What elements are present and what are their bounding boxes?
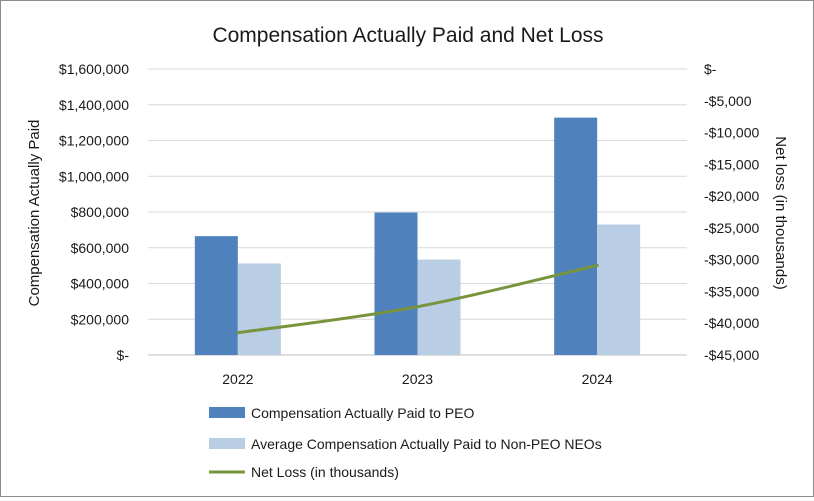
legend-swatch-non-peo <box>209 438 245 449</box>
right-tick-label: -$45,000 <box>704 347 759 363</box>
left-tick-label: $600,000 <box>71 240 130 256</box>
left-tick-label: $- <box>117 347 130 363</box>
right-tick-label: -$15,000 <box>704 156 759 172</box>
bar-non-peo <box>417 259 461 355</box>
x-tick-label: 2024 <box>582 371 613 387</box>
right-tick-label: $- <box>704 61 717 77</box>
x-axis-ticks: 2022 2023 2024 <box>222 371 613 387</box>
left-tick-label: $1,600,000 <box>59 61 129 77</box>
left-tick-label: $400,000 <box>71 276 130 292</box>
net-loss-line <box>236 263 599 335</box>
right-tick-label: -$5,000 <box>704 93 752 109</box>
right-tick-label: -$40,000 <box>704 315 759 331</box>
legend: Compensation Actually Paid to PEO Average… <box>209 405 602 480</box>
left-tick-label: $1,400,000 <box>59 97 129 113</box>
right-tick-label: -$20,000 <box>704 188 759 204</box>
chart-title: Compensation Actually Paid and Net Loss <box>212 24 603 47</box>
left-tick-label: $1,200,000 <box>59 133 129 149</box>
bar-non-peo <box>237 263 281 355</box>
left-axis-label: Compensation Actually Paid <box>26 120 43 307</box>
legend-label: Average Compensation Actually Paid to No… <box>251 436 602 452</box>
legend-label: Net Loss (in thousands) <box>251 464 399 480</box>
legend-swatch-peo <box>209 407 245 418</box>
left-tick-label: $1,000,000 <box>59 168 129 184</box>
right-tick-label: -$35,000 <box>704 283 759 299</box>
right-axis-label: Net loss (in thousands) <box>772 136 789 289</box>
right-axis-ticks: $- -$5,000 -$10,000 -$15,000 -$20,000 -$25,00… <box>704 61 759 363</box>
right-tick-label: -$25,000 <box>704 220 759 236</box>
left-axis-ticks: $- $200,000 $400,000 $600,000 $800,000 $1,000… <box>59 61 129 363</box>
net-loss-line-group <box>236 263 599 335</box>
legend-label: Compensation Actually Paid to PEO <box>251 405 474 421</box>
bar-non-peo <box>597 224 641 355</box>
bar-peo <box>374 212 418 355</box>
right-tick-label: -$10,000 <box>704 125 759 141</box>
x-tick-label: 2023 <box>402 371 433 387</box>
bars <box>194 117 641 356</box>
x-tick-label: 2022 <box>222 371 253 387</box>
bar-peo <box>194 236 238 355</box>
bar-peo <box>554 117 598 356</box>
left-tick-label: $800,000 <box>71 204 130 220</box>
left-tick-label: $200,000 <box>71 311 130 327</box>
right-tick-label: -$30,000 <box>704 252 759 268</box>
